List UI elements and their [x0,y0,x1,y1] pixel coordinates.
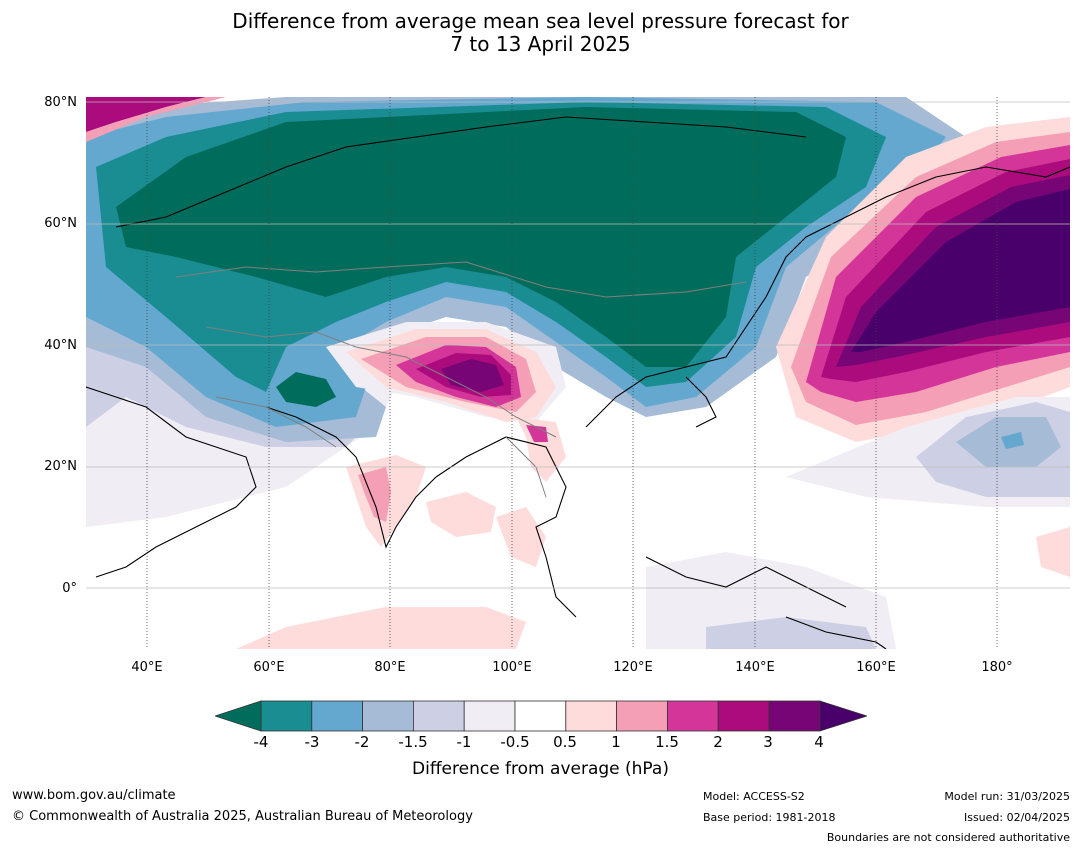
footer-website: www.bom.gov.au/climate [12,788,176,803]
map-canvas [86,97,1070,649]
lon-label-120e: 120°E [613,660,653,675]
colorbar-tick-4: -1 [456,733,472,751]
lon-label-140e: 140°E [735,660,775,675]
colorbar-tick-2: -2 [354,733,370,751]
footer-disclaimer: Boundaries are not considered authoritat… [826,831,1070,844]
lon-label-40e: 40°E [131,660,163,675]
colorbar-over-arrow [819,700,867,732]
footer-model: Model: ACCESS-S2 [703,790,805,803]
footer-model-run: Model run: 31/03/2025 [944,790,1070,803]
anomaly-field-eurasia-core [116,107,846,367]
lon-label-80e: 80°E [374,660,406,675]
anomaly-field-china-positive [516,417,566,482]
lat-label-80n: 80°N [44,95,77,110]
colorbar-cell [666,700,719,732]
footer-issued: Issued: 02/04/2025 [963,811,1070,824]
anomaly-field-arctic-positive [86,97,206,132]
footer-copyright: © Commonwealth of Australia 2025, Austra… [12,809,473,824]
colorbar-tick-5: -0.5 [500,733,530,751]
lat-label-equator: 0° [62,581,77,596]
lat-label-20n: 20°N [44,459,77,474]
lat-label-40n: 40°N [44,338,77,353]
colorbar-tick-0: -4 [253,733,269,751]
colorbar-cell [565,700,617,732]
lat-label-60n: 60°N [44,216,77,231]
colorbar-cell [717,700,770,732]
lon-label-100e: 100°E [492,660,532,675]
colorbar-tick-7: 1 [611,733,621,751]
title-line-1: Difference from average mean sea level p… [232,9,849,33]
colorbar-tick-1: -3 [304,733,320,751]
lon-label-60e: 60°E [253,660,285,675]
anomaly-field-tibet-core [441,359,504,392]
meridians [146,97,998,649]
colorbar-cell [362,700,414,732]
colorbar-cell [412,700,465,732]
parallels [86,101,1070,589]
colorbar-tick-11: 4 [814,733,824,751]
colorbar-cell [768,700,821,732]
anomaly-field-central-asia-core [276,372,336,407]
colorbar-tick-3: -1.5 [398,733,428,751]
colorbar-cell [311,700,364,732]
coastlines [86,116,1070,649]
lon-label-180: 180° [981,660,1013,675]
colorbar-tick-9: 2 [713,733,723,751]
colorbar [215,700,867,732]
colorbar-tick-8: 1.5 [655,733,679,751]
anomaly-field-south-positive [236,607,526,649]
colorbar-tick-10: 3 [763,733,773,751]
pressure-anomaly-map [86,97,1070,649]
colorbar-cell [260,700,313,732]
colorbar-tick-6: 0.5 [553,733,577,751]
anomaly-field-australia-negative [706,617,876,649]
colorbar-under-arrow [215,700,262,732]
lon-label-160e: 160°E [856,660,896,675]
anomaly-field-china-positive-core [526,425,548,442]
anomaly-field-bay-positive [426,492,496,537]
colorbar-cell [514,700,567,732]
anomaly-field-vietnam-positive [496,507,546,567]
colorbar-cell [616,700,668,732]
anomaly-field-india-ring2 [358,467,391,522]
anomaly-field-east-positive [1036,527,1070,577]
anomaly-field-pacific-negative-core [1001,432,1024,449]
colorbar-cell [463,700,516,732]
colorbar-label: Difference from average (hPa) [412,759,669,779]
title-line-2: 7 to 13 April 2025 [450,32,631,56]
footer-base-period: Base period: 1981-2018 [703,811,836,824]
anomaly-field-pacific-core [851,189,1070,352]
map-title: Difference from average mean sea level p… [0,10,1081,56]
